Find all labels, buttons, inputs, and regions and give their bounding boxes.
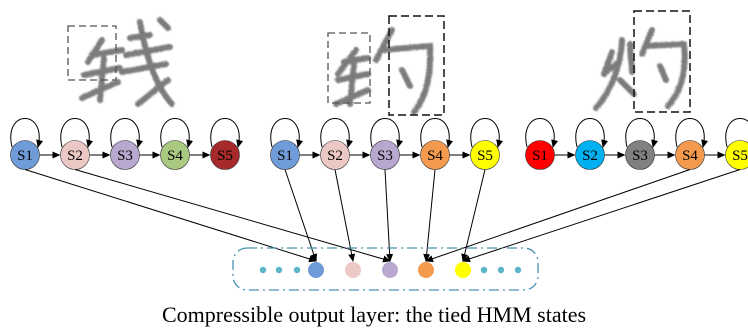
handwritten-character-3 — [593, 27, 688, 111]
self-loop-arrow — [575, 118, 609, 148]
state-label: S4 — [682, 148, 698, 164]
hmm-model-3: S1 S2 S3 S4 S5 — [525, 118, 748, 170]
state-s1 — [525, 140, 555, 170]
hmm-model-1: S1 S2 S3 S4 S5 — [10, 118, 244, 170]
state-label: S5 — [477, 148, 493, 164]
output-layer — [259, 262, 522, 278]
state-label: S1 — [532, 148, 548, 164]
state-label: S2 — [67, 148, 83, 164]
state-s4 — [160, 140, 190, 170]
state-label: S2 — [327, 148, 343, 164]
hmm-model-2: S1 S2 S3 S4 S5 — [270, 118, 504, 170]
state-label: S3 — [377, 148, 393, 164]
self-loop-arrow — [675, 118, 709, 148]
output-dot — [514, 266, 522, 274]
output-layer-container — [232, 247, 539, 291]
self-loop-arrow — [60, 118, 94, 148]
state-label: S1 — [277, 148, 293, 164]
tied-state-1 — [308, 262, 324, 278]
emission-arrow — [284, 169, 318, 262]
self-loop-arrow — [525, 118, 559, 148]
self-loop-arrow — [470, 118, 504, 148]
state-label: S4 — [167, 148, 183, 164]
emission-arrow — [425, 169, 691, 263]
dashed-box-3 — [633, 10, 691, 113]
output-dot — [275, 266, 283, 274]
emission-arrow — [384, 169, 394, 262]
state-label: S5 — [217, 148, 233, 164]
tied-state-4 — [418, 262, 434, 278]
state-label: S4 — [427, 148, 443, 164]
state-s3 — [625, 140, 655, 170]
self-loop-arrow — [210, 118, 244, 148]
emission-arrow — [423, 169, 436, 262]
output-dot — [293, 266, 301, 274]
state-label: S3 — [117, 148, 133, 164]
self-loop-arrow — [625, 118, 659, 148]
handwritten-character-1 — [79, 17, 175, 107]
state-s5 — [210, 140, 240, 170]
self-loop-arrow — [320, 118, 354, 148]
caption: Compressible output layer: the tied HMM … — [162, 302, 586, 327]
dashed-box-2a — [327, 32, 371, 104]
tied-state-2 — [345, 262, 361, 278]
self-loop-arrow — [270, 118, 304, 148]
state-label: S5 — [732, 148, 748, 164]
emission-arrow — [74, 169, 391, 263]
self-loop-arrow — [420, 118, 454, 148]
dashed-box-1 — [67, 25, 117, 81]
handwritten-character-2 — [333, 27, 434, 115]
self-loop-arrow — [725, 118, 748, 148]
dashed-box-2b — [388, 15, 445, 116]
emission-arrow — [462, 169, 741, 263]
emission-arrows — [24, 169, 741, 263]
self-loop-arrow — [10, 118, 44, 148]
output-dot — [497, 266, 505, 274]
state-label: S3 — [632, 148, 648, 164]
emission-arrow — [334, 169, 356, 262]
self-loop-arrow — [370, 118, 404, 148]
state-s2 — [575, 140, 605, 170]
state-label: S2 — [582, 148, 598, 164]
self-loop-arrow — [160, 118, 194, 148]
emission-arrow — [24, 169, 317, 263]
tied-state-5 — [455, 262, 471, 278]
tied-state-3 — [382, 262, 398, 278]
hmm-chains: S1 S2 S3 S4 S5 S1 S2 S3 S4 S5 S1 S2 S3 S4 S5 — [10, 118, 748, 170]
state-s3 — [110, 140, 140, 170]
state-label: S1 — [17, 148, 33, 164]
output-dot — [259, 266, 267, 274]
emission-arrow — [461, 169, 486, 262]
self-loop-arrow — [110, 118, 144, 148]
output-dot — [480, 266, 488, 274]
